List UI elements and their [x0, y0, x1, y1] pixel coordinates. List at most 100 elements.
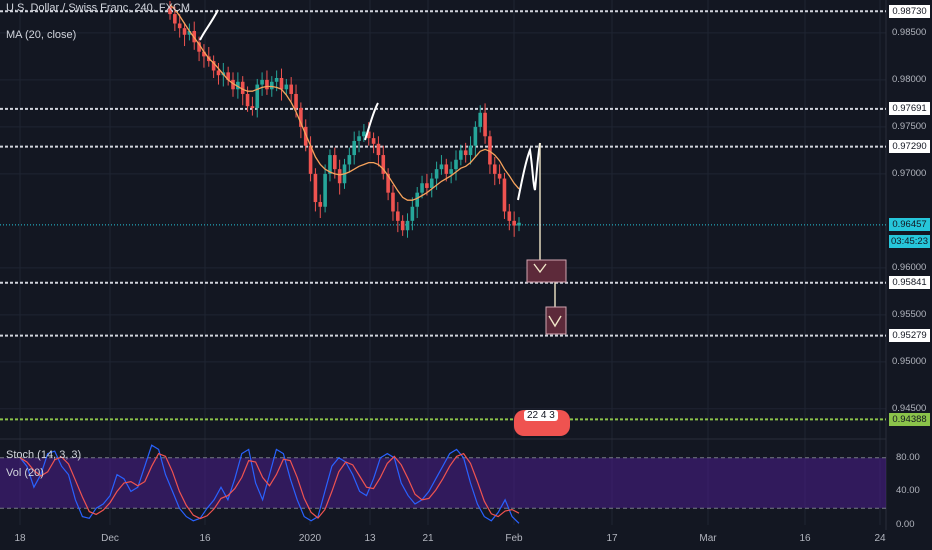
- legend-ma[interactable]: MA (20, close): [6, 29, 77, 41]
- candle-body: [250, 106, 255, 109]
- candle-body: [231, 79, 235, 90]
- price-tick-label: 0.97500: [892, 120, 927, 132]
- candle-body: [211, 61, 216, 71]
- candle-body: [400, 220, 405, 231]
- candle-body: [459, 150, 463, 160]
- price-tick-label: 0.98500: [892, 26, 927, 38]
- time-tick-label: 24: [874, 533, 886, 544]
- candle-body: [376, 143, 381, 156]
- candle-body: [173, 14, 177, 24]
- candle-body: [202, 51, 206, 57]
- candle-body: [333, 155, 337, 170]
- candle-body: [415, 192, 420, 207]
- candle-body: [187, 31, 192, 35]
- price-tick-label: 0.94500: [892, 402, 927, 414]
- candle-body: [381, 155, 386, 174]
- candle-body: [473, 126, 478, 146]
- time-tick-label: 13: [364, 533, 376, 544]
- candle-body: [507, 211, 512, 221]
- candle-body: [323, 173, 327, 207]
- grid-layer: [0, 0, 887, 530]
- candle-body: [488, 136, 492, 165]
- price-tick-label: 0.97000: [892, 167, 927, 179]
- event-badge[interactable]: 22 4 3: [514, 410, 570, 436]
- price-level-tag[interactable]: 0.95279: [889, 329, 930, 343]
- candle-body: [274, 78, 279, 82]
- price-level-tag[interactable]: 0.97290: [889, 140, 930, 154]
- candle-body: [265, 79, 269, 90]
- price-tick-label: 0.96000: [892, 261, 927, 273]
- price-level-tag[interactable]: 0.98730: [889, 4, 930, 18]
- candle-body: [337, 169, 342, 184]
- stoch-k-line: [19, 444, 520, 524]
- price-tick-label: 0.95000: [892, 355, 927, 367]
- candle-body: [279, 78, 284, 90]
- time-tick-label: 17: [606, 533, 618, 544]
- candle-body: [454, 159, 458, 170]
- legend-symbol[interactable]: U.S. Dollar / Swiss Franc, 240, FXCM: [6, 2, 190, 14]
- price-tick-label: 0.98000: [892, 73, 927, 85]
- candle-body: [425, 183, 429, 188]
- event-badge-numbers: 22 4 3: [524, 410, 558, 421]
- arrow-down-icon: [533, 263, 547, 274]
- candle-body: [328, 155, 332, 174]
- candle-body: [197, 42, 201, 52]
- candle-body: [352, 140, 356, 156]
- stoch-pane: [0, 444, 886, 524]
- candle-body: [449, 169, 453, 174]
- candle-body: [308, 145, 313, 174]
- time-tick-label: 2020: [298, 533, 322, 544]
- candles: [168, 0, 521, 238]
- time-tick-label: 16: [199, 533, 211, 544]
- time-tick-label: 21: [422, 533, 434, 544]
- price-level-tag[interactable]: 0.97691: [889, 102, 930, 116]
- legend-vol[interactable]: Vol (20): [6, 467, 44, 479]
- target-box-2: [545, 306, 567, 335]
- candle-body: [371, 138, 376, 144]
- price-level-tag[interactable]: 0.96457: [889, 218, 930, 232]
- ma-line-layer: [169, 4, 520, 201]
- candle-body: [497, 173, 502, 179]
- candle-body: [289, 84, 293, 94]
- ma-line: [169, 4, 520, 201]
- time-tick-label: Mar: [699, 533, 717, 544]
- candle-body: [492, 164, 497, 174]
- candle-body: [299, 108, 303, 127]
- candle-body: [463, 150, 468, 156]
- candle-body: [512, 220, 516, 226]
- candle-body: [313, 173, 318, 203]
- candle-body: [429, 178, 434, 188]
- candle-body: [439, 164, 444, 170]
- candle-body: [284, 84, 289, 90]
- candle-body: [517, 222, 521, 226]
- candle-body: [405, 220, 410, 231]
- candle-body: [434, 169, 439, 179]
- candle-body: [396, 211, 400, 221]
- wave-sketch: [364, 102, 379, 141]
- candle-body: [478, 112, 483, 127]
- projection-sketch: [517, 142, 541, 201]
- candle-body: [294, 93, 298, 109]
- candle-body: [468, 145, 473, 156]
- candle-body: [444, 164, 449, 174]
- candle-body: [240, 81, 245, 94]
- candle-body: [386, 173, 390, 193]
- candle-body: [483, 112, 487, 137]
- candle-body: [391, 192, 395, 212]
- time-tick-label: 16: [799, 533, 811, 544]
- candle-body: [168, 6, 172, 15]
- candle-body: [318, 202, 323, 207]
- price-level-tag[interactable]: 0.94388: [889, 412, 930, 426]
- legend-stoch[interactable]: Stoch (14, 3, 3): [6, 449, 82, 461]
- time-tick-label: Feb: [505, 533, 523, 544]
- wave-sketch: [199, 9, 219, 41]
- price-level-tag[interactable]: 03:45:23: [889, 235, 930, 249]
- candle-body: [236, 81, 240, 90]
- candle-body: [177, 23, 182, 29]
- osc-tick-label: 80.00: [896, 451, 920, 463]
- osc-tick-label: 0.00: [896, 519, 915, 530]
- price-tick-label: 0.95500: [892, 308, 927, 320]
- price-level-tag[interactable]: 0.95841: [889, 276, 930, 290]
